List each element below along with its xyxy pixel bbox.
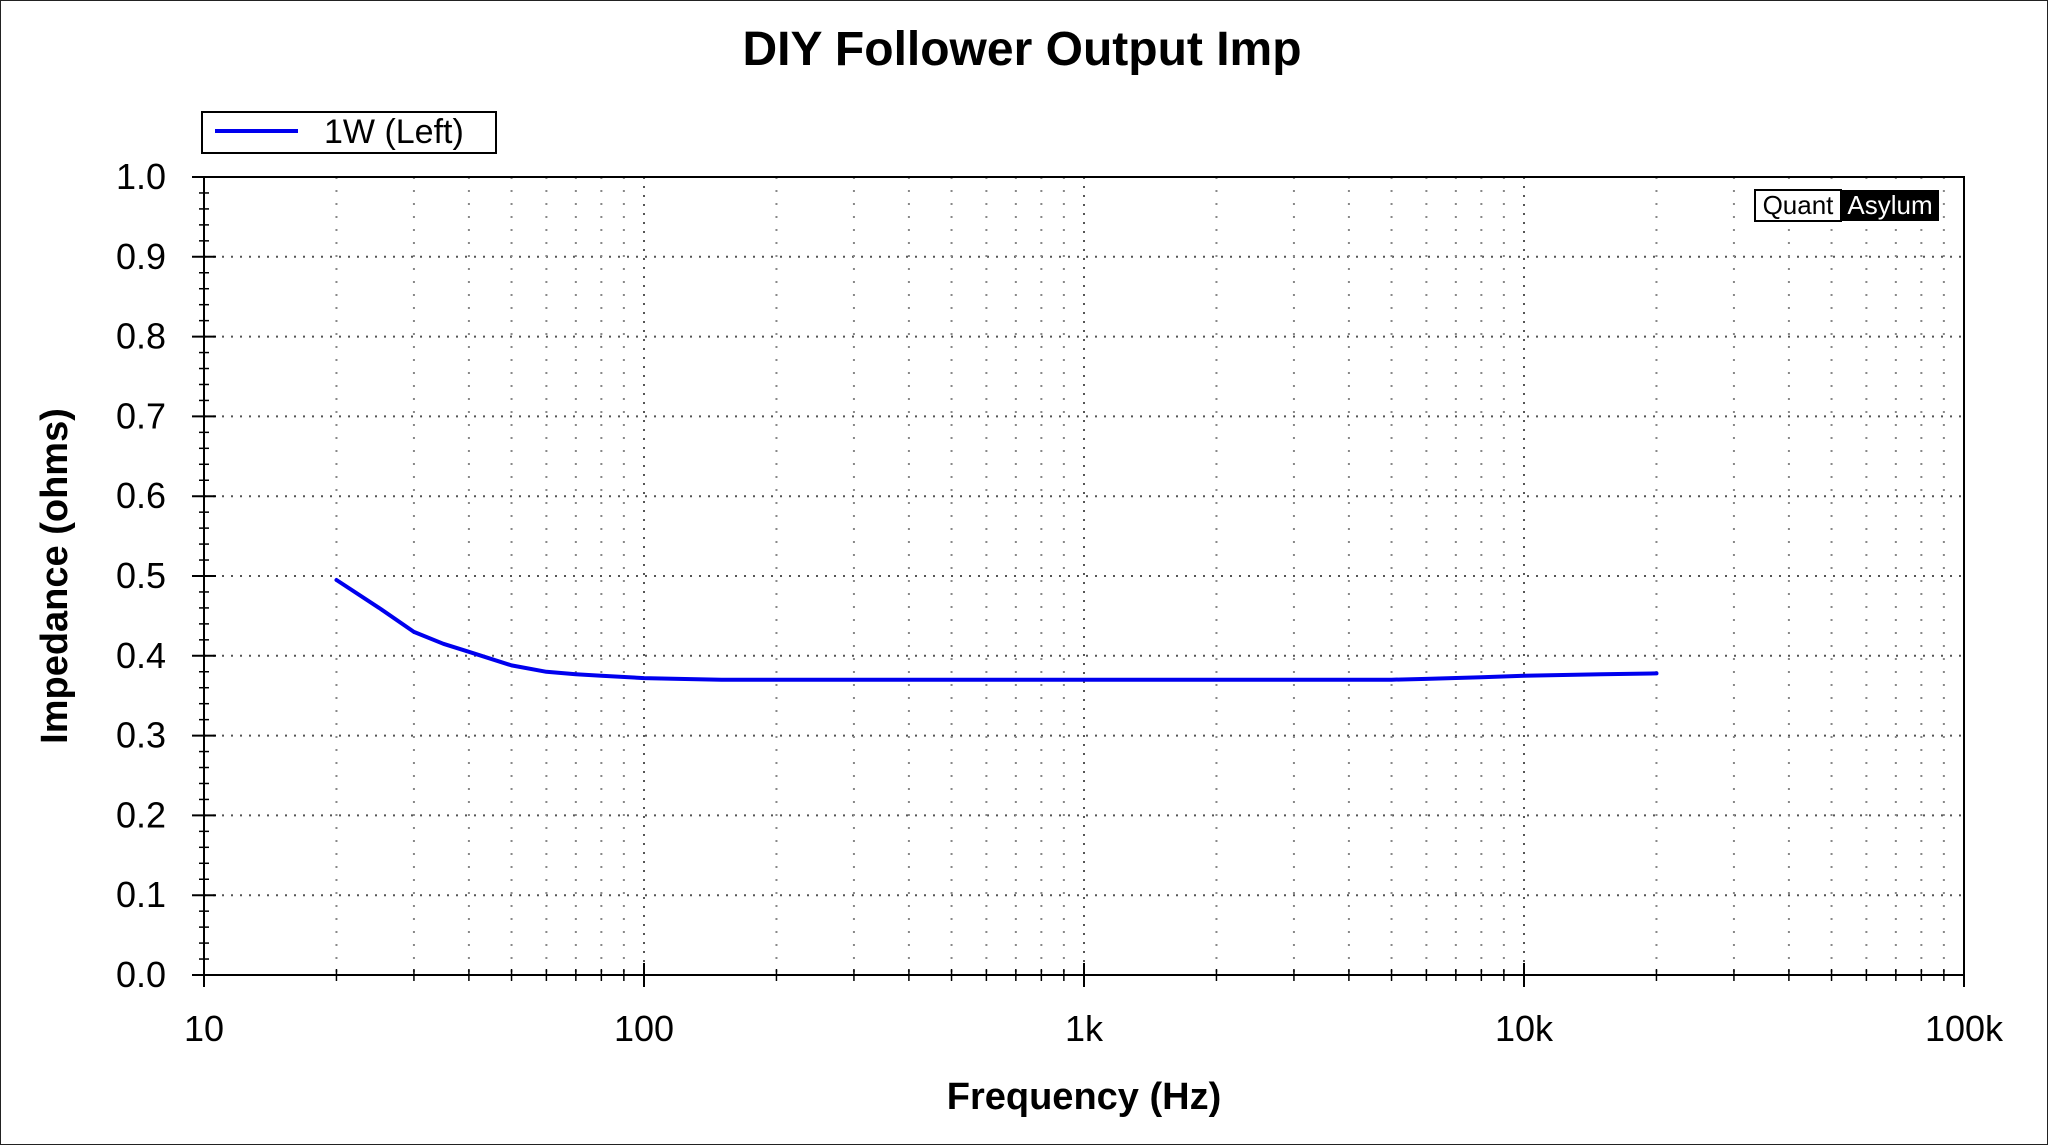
watermark-logo: Quant Asylum [1754,189,1939,222]
watermark-quant: Quant [1763,190,1835,220]
x-tick-label: 10k [1495,1008,1554,1049]
legend: 1W (Left) [201,111,497,154]
y-tick-label: 0.3 [116,715,166,756]
series-layer [334,578,1659,682]
y-tick-label: 0.4 [116,635,166,676]
x-tick-label: 100 [614,1008,674,1049]
y-tick-label: 0.7 [116,395,166,436]
grid-lines [204,177,1964,975]
minor-ticks [192,176,1965,987]
x-axis-title: Frequency (Hz) [947,1076,1221,1118]
legend-label: 1W (Left) [324,113,464,151]
y-tick-label: 0.0 [116,954,166,995]
y-tick-label: 0.9 [116,236,166,277]
x-tick-labels: 10 100 1k 10k 100k [184,1008,2004,1049]
series-line [334,578,1659,682]
y-tick-label: 0.8 [116,316,166,357]
y-tick-label: 1.0 [116,156,166,197]
y-tick-label: 0.2 [116,794,166,835]
y-tick-label: 0.5 [116,555,166,596]
x-tick-label: 100k [1925,1008,2004,1049]
plot-area-border [203,176,1965,976]
y-tick-labels: 0.0 0.1 0.2 0.3 0.4 0.5 0.6 0.7 0.8 0.9 1.0 [116,156,166,995]
x-tick-label: 1k [1065,1008,1104,1049]
y-tick-label: 0.6 [116,475,166,516]
x-tick-label: 10 [184,1008,224,1049]
watermark-asylum: Asylum [1847,190,1932,220]
y-tick-label: 0.1 [116,874,166,915]
chart-title: DIY Follower Output Imp [742,23,1301,76]
watermark-box-left [1754,189,1842,222]
y-axis-title: Impedance (ohms) [34,408,76,744]
watermark-box-right [1841,190,1939,221]
